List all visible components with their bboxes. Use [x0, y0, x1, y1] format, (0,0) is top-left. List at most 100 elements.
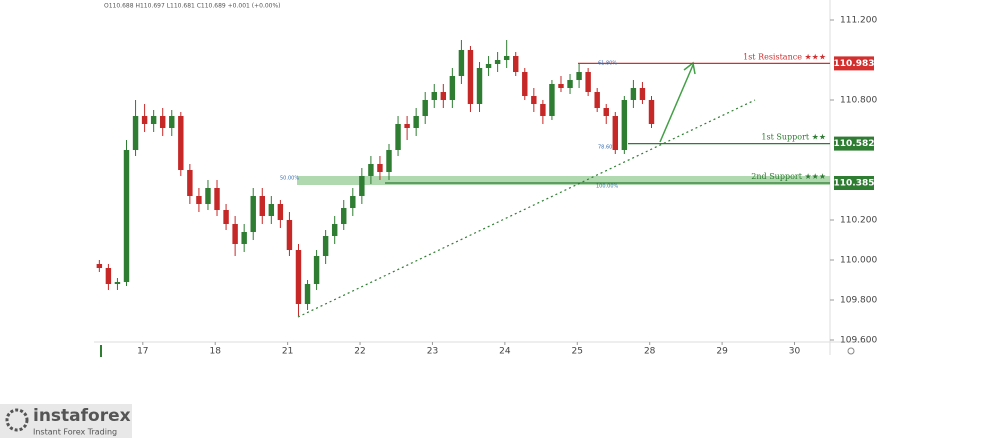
- candle-body: [585, 72, 591, 92]
- ohlc-header: O110.688 H110.697 L110.681 C110.689 +0.0…: [104, 3, 281, 10]
- x-tick-label: 23: [427, 347, 438, 357]
- y-tick-label: 110.800: [840, 96, 877, 106]
- x-tick-label: 30: [789, 347, 801, 357]
- candle-body: [567, 80, 573, 88]
- candle-body: [476, 68, 483, 104]
- candle-body: [223, 210, 229, 224]
- candle-body: [458, 50, 465, 76]
- x-tick-label: 28: [644, 347, 656, 357]
- x-tick-label: 17: [137, 347, 148, 357]
- price-tag: 110.385: [834, 179, 875, 189]
- candle-body: [494, 60, 501, 64]
- candle-body: [331, 224, 338, 236]
- fib-zone: [297, 176, 830, 185]
- candle-body: [540, 104, 546, 116]
- candle-body: [612, 116, 619, 150]
- price-tag: 110.983: [834, 59, 875, 69]
- candle-body: [485, 64, 492, 68]
- x-tick-label: 18: [209, 347, 221, 357]
- candle-body: [205, 188, 211, 204]
- candle-body: [350, 196, 356, 208]
- logo-icon: [5, 408, 29, 432]
- candle-body: [513, 56, 519, 72]
- candle-body: [531, 96, 537, 104]
- candle-body: [169, 116, 175, 128]
- candle-body: [295, 250, 302, 304]
- settings-icon: [847, 347, 855, 355]
- candle-body: [413, 116, 419, 128]
- candle-body: [404, 124, 410, 128]
- candle-body: [431, 92, 437, 100]
- candle-body: [377, 164, 383, 172]
- candle-body: [159, 116, 166, 128]
- candle-body: [268, 204, 275, 216]
- price-tag-bg: [834, 56, 874, 71]
- y-tick-label: 109.600: [840, 336, 877, 346]
- candle-body: [621, 100, 628, 150]
- candle-body: [150, 116, 157, 124]
- candle-body: [630, 88, 637, 100]
- trend-line: [297, 99, 756, 318]
- candle-body: [368, 164, 374, 176]
- candle-body: [603, 108, 609, 116]
- candle-body: [141, 116, 148, 124]
- candle-body: [594, 92, 600, 108]
- candle-body: [467, 50, 474, 104]
- arrow: [659, 64, 694, 143]
- candle-body: [259, 196, 265, 216]
- y-tick-label: 110.000: [840, 256, 877, 266]
- candle-body: [440, 92, 447, 100]
- level-label: 1st Support ★★: [761, 133, 826, 142]
- fib-label: 100.00%: [596, 184, 618, 190]
- candle-body: [503, 56, 510, 60]
- candle-body: [422, 100, 428, 116]
- candle-body: [522, 72, 528, 96]
- candle-body: [105, 268, 112, 284]
- fib-label: 78.60%: [598, 145, 617, 151]
- candle-body: [178, 116, 184, 170]
- candle-body: [639, 88, 646, 100]
- candle-body: [313, 256, 320, 284]
- candle-body: [232, 224, 238, 244]
- price-tag-bg: [834, 176, 874, 190]
- candle-body: [123, 150, 130, 282]
- level-label: 2nd Support ★★★: [751, 172, 826, 181]
- candle-body: [304, 284, 311, 304]
- x-tick-label: 22: [354, 347, 365, 357]
- candle-body: [359, 176, 365, 196]
- candle-body: [286, 220, 293, 250]
- x-tick-label: 29: [716, 347, 728, 357]
- candle-body: [648, 100, 655, 124]
- candle-body: [132, 116, 139, 150]
- candle-body: [277, 204, 284, 220]
- price-tag: 110.582: [834, 139, 875, 149]
- candle-body: [241, 232, 247, 244]
- candle-body: [395, 124, 401, 150]
- logo-tagline: Instant Forex Trading: [33, 428, 117, 437]
- candle-body: [214, 188, 220, 210]
- x-tick-label: 25: [572, 347, 583, 357]
- candle-body: [549, 84, 555, 116]
- y-tick-label: 110.200: [840, 216, 877, 226]
- candle-body: [341, 208, 347, 224]
- fib-label: 61.80%: [598, 61, 617, 67]
- candle-body: [250, 196, 256, 232]
- price-tag-bg: [834, 136, 874, 151]
- candle-body: [576, 72, 582, 80]
- x-tick-label: 24: [499, 347, 511, 357]
- candle-body: [322, 236, 329, 256]
- chart-bg: [94, 0, 870, 438]
- candle-body: [558, 84, 564, 88]
- candle-body: [96, 264, 103, 268]
- level-label: 1st Resistance ★★★: [743, 52, 826, 61]
- candle-body: [196, 196, 202, 204]
- candle-body: [187, 170, 193, 196]
- fib-label: 50.00%: [280, 176, 299, 182]
- candle-body: [449, 76, 456, 100]
- candle-body: [386, 150, 392, 172]
- y-tick-label: 111.200: [840, 16, 877, 26]
- candle-body: [114, 282, 121, 284]
- x-tick-label: 21: [282, 347, 293, 357]
